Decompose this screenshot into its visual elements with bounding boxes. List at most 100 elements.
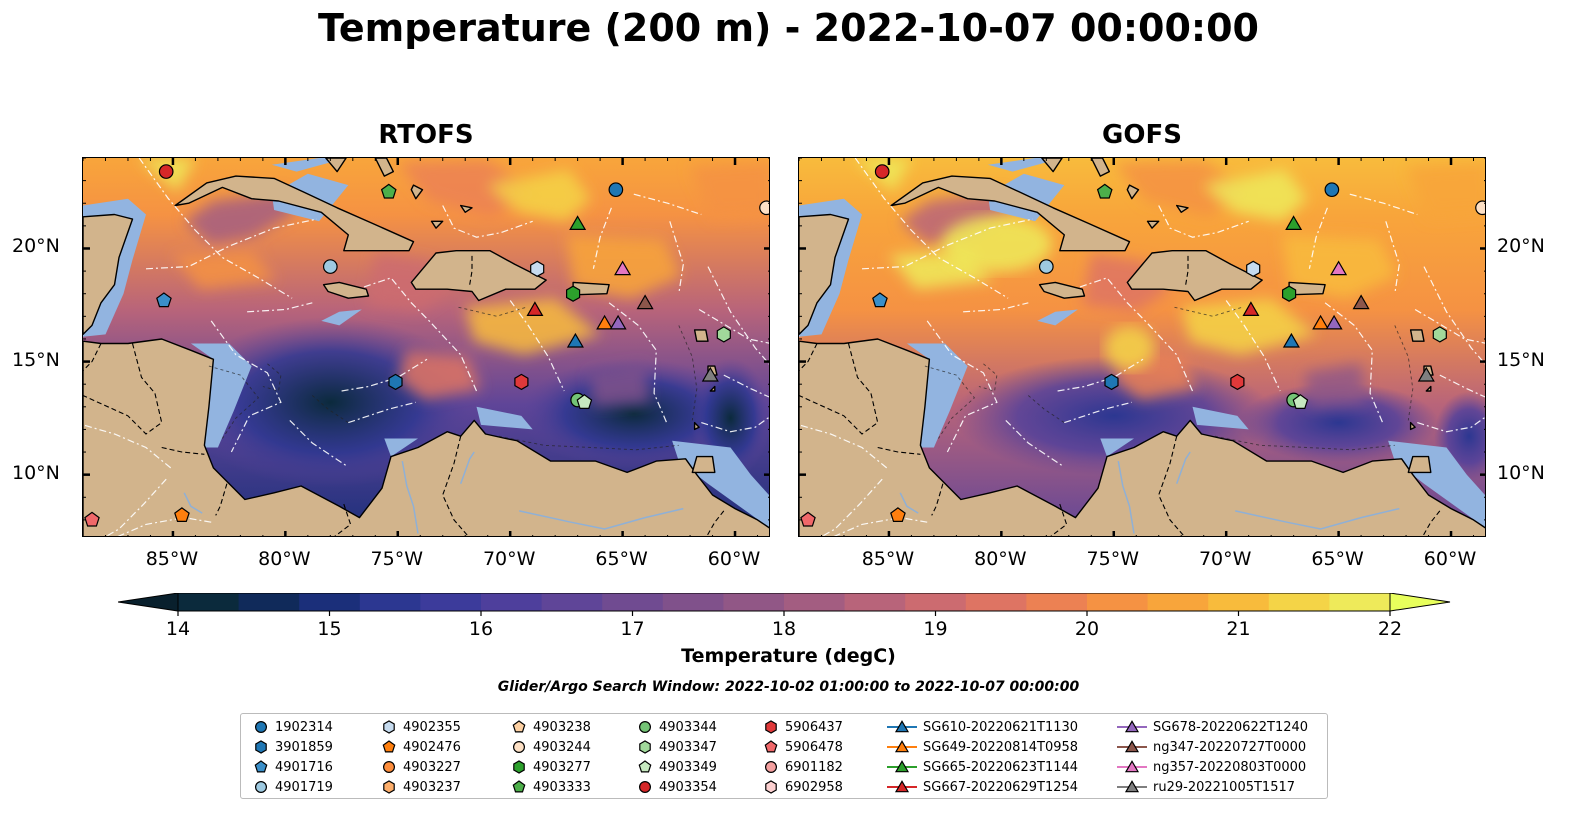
eez-boundary: [363, 277, 478, 392]
eez-boundary: [83, 424, 172, 469]
colorbar-bin: [299, 593, 361, 611]
country-border: [442, 436, 469, 536]
legend-marker-hexagon-icon: [383, 720, 395, 734]
land-mass: [1146, 220, 1160, 229]
obs-marker-4903244: [759, 200, 769, 216]
colorbar-tick-label: 18: [772, 618, 796, 640]
colorbar-tick-label: 16: [469, 618, 493, 640]
obs-marker-4901716: [156, 292, 172, 308]
land-mass: [374, 158, 394, 177]
legend-item: 5906437: [763, 718, 843, 736]
legend-label: 4901716: [275, 759, 333, 775]
legend-marker-triangle-icon: [1117, 740, 1147, 753]
obs-marker-ru29-20221005T1517: [701, 366, 719, 382]
lat-tick-label-right: 10°N: [1497, 461, 1545, 484]
isobath: [312, 395, 349, 423]
isobath: [458, 306, 527, 317]
lon-tick-label: 60°W: [707, 548, 761, 570]
lon-tick-label: 70°W: [1198, 548, 1252, 570]
legend-label: 6902958: [785, 779, 843, 795]
legend-item: 4901716: [253, 758, 333, 776]
legend-item: 1902314: [253, 718, 333, 736]
colorbar-bin: [602, 593, 664, 611]
obs-marker-3901859: [388, 373, 403, 391]
eez-boundary: [210, 320, 282, 453]
land-mass: [430, 220, 444, 229]
legend-item: 4902476: [381, 738, 461, 756]
legend-label: 4901719: [275, 779, 333, 795]
obs-marker-4901716: [872, 292, 888, 308]
map-rtofs[interactable]: [82, 157, 770, 537]
obs-marker-4902476: [174, 507, 190, 522]
isobath: [1174, 306, 1243, 317]
eez-boundary: [854, 158, 1009, 299]
shelf-region: [1100, 438, 1134, 457]
colorbar-bin: [723, 593, 785, 611]
river: [519, 507, 684, 530]
legend-marker-hexagon-icon: [255, 740, 267, 754]
legend-label: 4902355: [403, 719, 461, 735]
isobath: [498, 435, 679, 451]
land-mass: [1126, 250, 1263, 302]
lat-tick-label-left: 15°N: [12, 348, 60, 371]
legend-marker-pentagon-icon: [254, 760, 268, 773]
legend-item: 4903333: [511, 778, 591, 796]
colorbar-bin: [420, 593, 482, 611]
colorbar-tick-label: 20: [1075, 618, 1099, 640]
obs-marker-4903354: [158, 164, 174, 179]
isobath: [678, 325, 698, 421]
colorbar-bin: [359, 593, 421, 611]
obs-marker-SG678-20220622T1240: [1325, 314, 1343, 330]
legend-label: 4903347: [659, 739, 717, 755]
legend-item: 6902958: [763, 778, 843, 796]
colorbar-tick-label: 19: [923, 618, 947, 640]
land-mass: [693, 329, 709, 342]
colorbar-tick-label: 14: [166, 618, 190, 640]
legend-marker-triangle-icon: [887, 780, 917, 793]
colorbar-bin: [662, 593, 724, 611]
legend-label: 4903227: [403, 759, 461, 775]
colorbar-tick-label: 15: [317, 618, 341, 640]
isobath: [208, 365, 260, 439]
shelf-region: [271, 158, 347, 172]
eez-boundary: [1005, 419, 1063, 467]
lon-tick-label: 85°W: [861, 548, 915, 570]
search-window-text: Glider/Argo Search Window: 2022-10-02 01…: [497, 679, 1080, 695]
legend-item: 4903347: [637, 738, 717, 756]
legend-item: SG665-20220623T1144: [887, 758, 1078, 776]
eez-boundary: [348, 401, 416, 424]
eez-boundary: [145, 218, 317, 270]
obs-marker-4903244: [1475, 200, 1485, 216]
eez-boundary: [633, 193, 702, 216]
figure-title: Temperature (200 m) - 2022-10-07 00:00:0…: [317, 6, 1259, 50]
land-mass: [1038, 281, 1086, 299]
lat-tick-label-right: 15°N: [1497, 348, 1545, 371]
obs-marker-3901859: [1104, 373, 1119, 391]
obs-marker-SG665-20220623T1144: [1285, 215, 1303, 231]
legend-label: 4903349: [659, 759, 717, 775]
eez-boundary: [1423, 266, 1485, 365]
panel-title-gofs: GOFS: [1102, 120, 1182, 150]
eez-boundary: [963, 302, 1029, 313]
obs-marker-SG665-20220623T1144: [569, 215, 587, 231]
eez-boundary: [341, 358, 428, 392]
obs-marker-4903349: [1292, 394, 1309, 409]
eez-boundary: [1158, 205, 1249, 238]
eez-boundary: [1349, 193, 1418, 216]
legend-marker-circle-icon: [254, 720, 268, 734]
colorbar-bin: [238, 593, 300, 611]
map-gofs[interactable]: [798, 157, 1486, 537]
country-border: [1158, 436, 1185, 536]
land-mass: [1425, 385, 1432, 392]
map-gofs-canvas: [799, 158, 1485, 536]
legend-label: 4903244: [533, 739, 591, 755]
country-border: [877, 446, 921, 455]
cold-anomaly: [518, 358, 749, 469]
eez-boundary: [723, 374, 769, 398]
obs-marker-4901719: [322, 259, 338, 274]
country-border: [1050, 503, 1068, 536]
obs-marker-SG667-20220629T1254: [526, 301, 544, 316]
country-border: [1422, 510, 1441, 536]
obs-marker-4901719: [1038, 259, 1054, 274]
river: [1117, 460, 1135, 534]
